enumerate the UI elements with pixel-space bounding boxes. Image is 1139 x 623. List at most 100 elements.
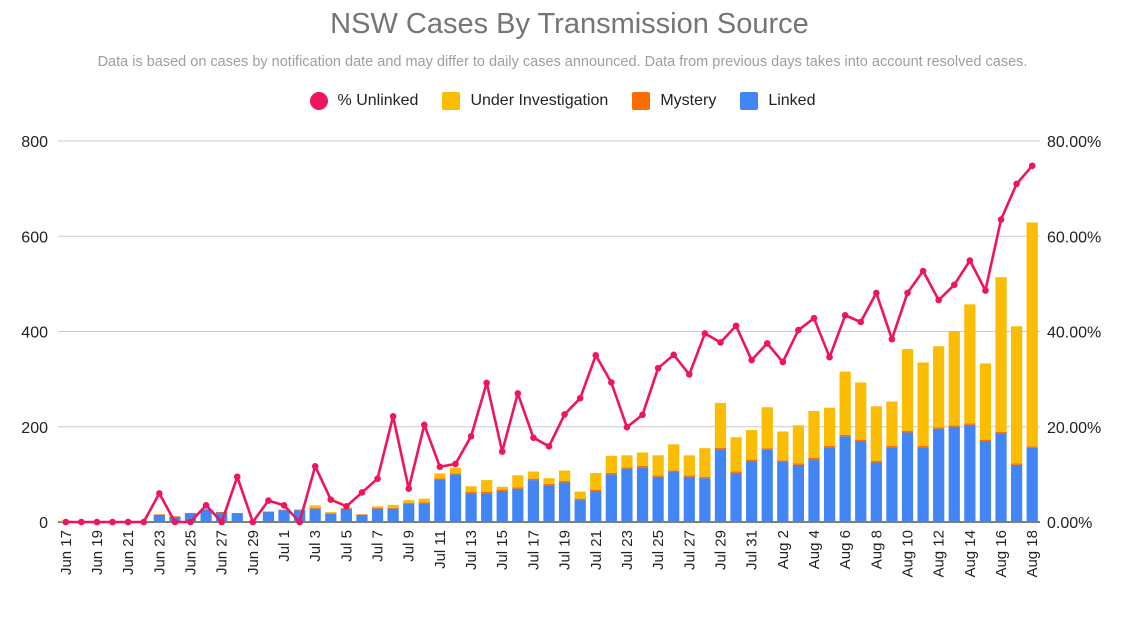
x-tick-label: Aug 10 <box>900 530 917 578</box>
bar-mystery <box>262 511 275 513</box>
point-unlinked-percent <box>296 518 303 526</box>
bar-mystery <box>231 512 243 514</box>
point-unlinked-percent <box>467 432 475 440</box>
bar-linked <box>1011 464 1023 522</box>
bar-mystery <box>933 427 945 429</box>
legend-swatch-unlinked <box>309 92 328 110</box>
bar-linked <box>418 503 430 522</box>
bar-under-investigation <box>309 505 321 508</box>
bar-under-investigation <box>387 504 399 508</box>
y-tick-label-right: 80.00% <box>1047 134 1101 151</box>
point-unlinked-percent <box>623 423 631 431</box>
point-unlinked-percent <box>873 289 880 297</box>
legend-swatch-linked <box>740 92 759 110</box>
bar-mystery <box>746 459 758 462</box>
legend-item-under-investigation[interactable]: Under Investigation <box>442 92 608 110</box>
x-tick-label: Jul 23 <box>619 530 636 570</box>
x-tick-label: Aug 18 <box>1024 530 1041 578</box>
point-unlinked-percent <box>561 411 568 418</box>
bar-mystery <box>169 516 181 517</box>
point-unlinked-percent <box>1028 162 1036 170</box>
point-unlinked-percent <box>748 356 755 364</box>
bar-linked <box>652 476 664 522</box>
point-unlinked-percent <box>717 339 724 346</box>
bar-linked <box>325 513 337 522</box>
x-tick-label: Jul 31 <box>744 530 761 570</box>
x-tick-label: Jun 27 <box>214 530 231 575</box>
x-tick-label: Jul 17 <box>525 530 542 570</box>
bar-under-investigation <box>558 470 571 482</box>
x-tick-label: Jul 15 <box>494 530 511 570</box>
bar-linked <box>200 509 212 522</box>
bar-under-investigation <box>683 455 695 476</box>
x-tick-label: Jun 25 <box>182 530 199 575</box>
bar-under-investigation <box>792 425 805 464</box>
point-unlinked-percent <box>997 216 1005 223</box>
x-tick-label: Jun 21 <box>120 530 137 575</box>
bar-linked <box>558 482 571 522</box>
bar-linked <box>823 447 836 522</box>
legend-swatch-mystery <box>632 92 651 110</box>
bar-linked <box>356 514 368 522</box>
bar-under-investigation <box>746 430 758 460</box>
bar-under-investigation <box>714 402 727 448</box>
bar-under-investigation <box>621 455 633 468</box>
x-tick-label: Aug 8 <box>868 530 885 569</box>
legend-item-mystery[interactable]: Mystery <box>632 92 716 110</box>
x-tick-label: Jul 19 <box>557 530 574 570</box>
x-tick-label: Jul 27 <box>681 530 698 570</box>
bar-linked <box>855 441 867 522</box>
bar-under-investigation <box>527 471 540 479</box>
bar-mystery <box>792 463 805 465</box>
point-unlinked-percent <box>140 518 148 526</box>
legend-label-unlinked: % Unlinked <box>337 92 419 109</box>
bar-mystery <box>356 514 368 515</box>
bar-under-investigation <box>418 498 430 503</box>
legend-item-unlinked[interactable]: % Unlinked <box>309 92 419 110</box>
bar-mystery <box>574 498 586 501</box>
bar-linked <box>699 478 711 522</box>
bar-under-investigation <box>434 473 446 479</box>
bar-linked <box>434 479 446 522</box>
bar-under-investigation <box>403 500 415 503</box>
bar-linked <box>886 447 898 522</box>
bar-mystery <box>823 445 836 448</box>
legend-label-under-investigation: Under Investigation <box>470 92 609 109</box>
bar-mystery <box>449 473 462 475</box>
bar-linked <box>262 511 275 522</box>
bar-under-investigation <box>371 506 384 508</box>
bar-linked <box>870 462 882 522</box>
point-unlinked-percent <box>639 411 646 419</box>
bar-mystery <box>558 481 571 483</box>
bar-mystery <box>964 423 976 425</box>
bar-linked <box>933 428 945 522</box>
point-unlinked-percent <box>249 518 257 526</box>
bar-under-investigation <box>1026 222 1038 447</box>
point-unlinked-percent <box>265 497 272 504</box>
x-tick-label: Aug 16 <box>993 530 1010 578</box>
legend-item-linked[interactable]: Linked <box>740 92 815 110</box>
point-unlinked-percent <box>685 371 693 378</box>
point-unlinked-percent <box>1013 180 1020 188</box>
bar-mystery <box>216 511 228 513</box>
bar-linked <box>777 461 789 522</box>
bar-under-investigation <box>839 371 851 435</box>
bar-mystery <box>434 478 446 480</box>
bar-linked <box>683 476 695 522</box>
bar-mystery <box>527 478 540 481</box>
chart-legend: % Unlinked Under Investigation Mystery L… <box>0 89 1125 113</box>
y-tick-label-left: 200 <box>21 420 48 437</box>
y-tick-label-left: 600 <box>21 229 48 246</box>
bar-linked <box>449 474 462 522</box>
point-unlinked-percent <box>452 460 459 468</box>
point-unlinked-percent <box>498 448 506 455</box>
x-tick-label: Jun 29 <box>245 530 262 575</box>
point-unlinked-percent <box>124 518 132 526</box>
x-tick-label: Jun 19 <box>89 530 106 575</box>
y-tick-label-right: 40.00% <box>1047 325 1101 342</box>
x-tick-label: Jul 13 <box>463 530 480 570</box>
bar-linked <box>730 472 742 522</box>
point-unlinked-percent <box>919 267 927 275</box>
x-tick-label: Aug 6 <box>837 530 854 569</box>
bar-under-investigation <box>823 407 836 446</box>
